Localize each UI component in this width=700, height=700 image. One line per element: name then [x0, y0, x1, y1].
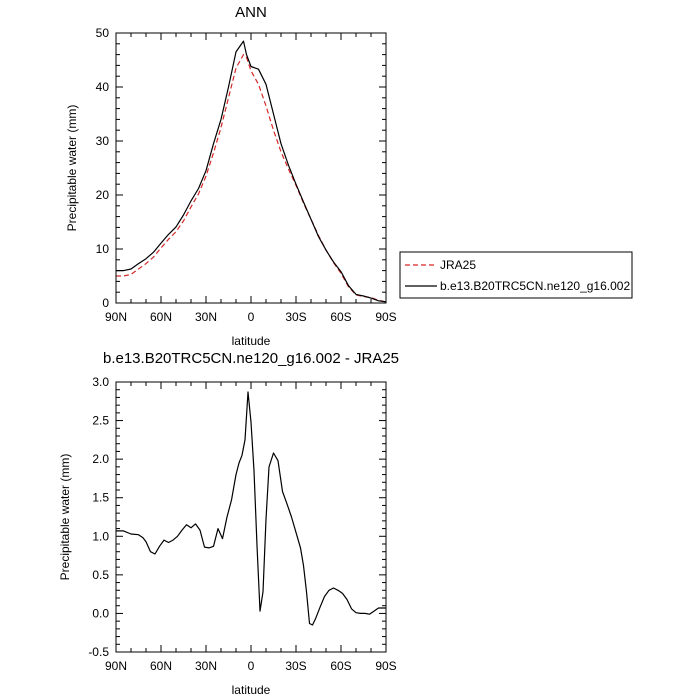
bottom-chart-ytick-label: 0.5 [92, 568, 109, 582]
top-chart-ytick-label: 0 [102, 296, 109, 310]
bottom-chart-ytick-label: -0.5 [88, 645, 109, 659]
top-chart: ANN latitude Precipitable water (mm) 90N… [65, 4, 397, 348]
top-chart-series-line-2 [116, 40, 387, 303]
top-chart-xtick-label: 0 [248, 310, 255, 324]
top-chart-ytick-label: 20 [96, 188, 110, 202]
legend-box [399, 251, 633, 299]
bottom-chart-ytick-label: 2.0 [92, 452, 109, 466]
bottom-chart-ytick-label: 0.0 [92, 606, 109, 620]
top-chart-xtick-label: 60N [150, 310, 172, 324]
top-chart-series-group [116, 40, 387, 303]
bottom-chart-xtick-label: 30S [285, 659, 306, 673]
bottom-chart-ticks-group: 90N 60N 30N 0 30S 60S 90S -0.5 0.0 0.5 1.0 1.5 2.0 2.… [88, 375, 396, 673]
top-chart-legend: JRA25 b.e13.B20TRC5CN.ne120_g16.002 [399, 251, 633, 299]
bottom-chart-plot-frame [115, 381, 387, 653]
top-chart-ticks-group: 90N 60N 30N 0 30S 60S 90S 0 10 20 30 40 50 [96, 26, 397, 324]
bottom-chart-ytick-label: 1.5 [92, 491, 109, 505]
bottom-chart-title: b.e13.B20TRC5CN.ne120_g16.002 - JRA25 [103, 350, 399, 367]
top-chart-xtick-label: 90N [105, 310, 127, 324]
bottom-chart-xtick-label: 60N [150, 659, 172, 673]
top-chart-series-line-1 [116, 53, 387, 303]
bottom-chart-xlabel: latitude [232, 683, 271, 697]
bottom-chart: b.e13.B20TRC5CN.ne120_g16.002 - JRA25 la… [58, 350, 399, 697]
bottom-chart-xtick-label: 90N [105, 659, 127, 673]
top-chart-plot-frame [115, 32, 387, 304]
legend-label-jra25: JRA25 [440, 258, 476, 272]
top-chart-title: ANN [235, 4, 267, 21]
bottom-chart-ytick-label: 2.5 [92, 414, 109, 428]
bottom-chart-xtick-label: 30N [195, 659, 217, 673]
bottom-chart-ytick-label: 3.0 [92, 375, 109, 389]
bottom-chart-series-line-1 [116, 391, 386, 626]
top-chart-ytick-label: 10 [96, 242, 110, 256]
top-chart-xtick-label: 30N [195, 310, 217, 324]
top-chart-xtick-label: 90S [375, 310, 396, 324]
top-chart-xlabel: latitude [232, 334, 271, 348]
top-chart-xtick-label: 30S [285, 310, 306, 324]
bottom-chart-xtick-label: 90S [375, 659, 396, 673]
top-chart-xtick-label: 60S [330, 310, 351, 324]
bottom-chart-ylabel: Precipitable water (mm) [58, 454, 72, 581]
top-chart-ytick-label: 40 [96, 80, 110, 94]
top-chart-ylabel: Precipitable water (mm) [65, 105, 79, 232]
top-chart-ytick-label: 50 [96, 26, 110, 40]
bottom-chart-xtick-label: 0 [248, 659, 255, 673]
bottom-chart-ytick-label: 1.0 [92, 529, 109, 543]
legend-label-model: b.e13.B20TRC5CN.ne120_g16.002 [440, 279, 630, 293]
bottom-chart-xtick-label: 60S [330, 659, 351, 673]
top-chart-ytick-label: 30 [96, 134, 110, 148]
bottom-chart-series-group [116, 391, 386, 626]
